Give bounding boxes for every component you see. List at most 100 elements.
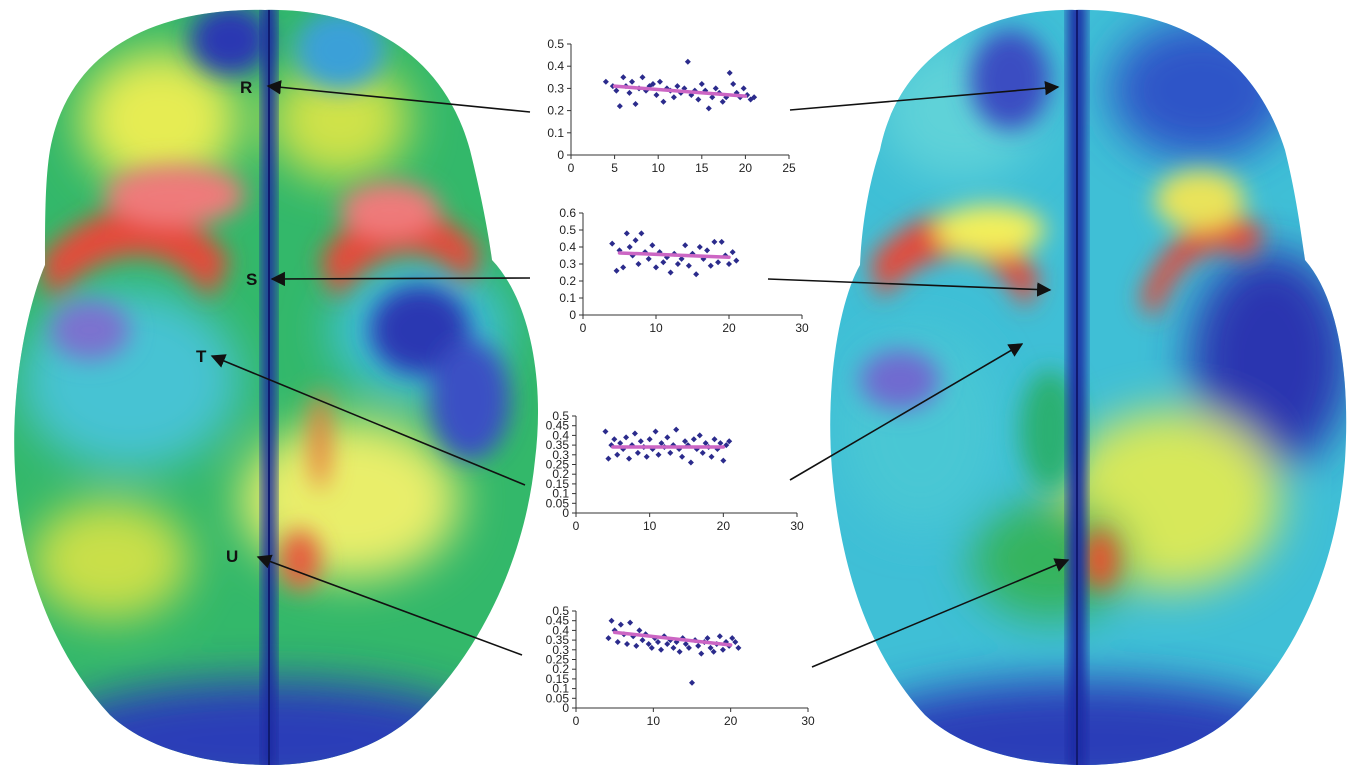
y-tick-label: 0.25 — [546, 653, 570, 667]
scatter-point — [617, 440, 624, 447]
scatter-point — [646, 436, 653, 443]
scatter-point — [711, 238, 718, 245]
scatter-point — [620, 264, 627, 271]
y-tick-label: 0.05 — [546, 496, 570, 510]
arrow-s-right — [767, 278, 1052, 297]
arrow-u-left — [256, 554, 523, 656]
scatter-point — [707, 644, 714, 651]
left-brain-map — [14, 9, 539, 766]
y-tick-label: 0.3 — [559, 257, 576, 271]
scatter-point — [634, 449, 641, 456]
scatter-point — [735, 644, 742, 651]
scatter-point — [718, 238, 725, 245]
scatter-point — [608, 617, 615, 624]
x-tick-label: 0 — [568, 161, 575, 175]
scatter-point — [698, 650, 705, 657]
scatter-point — [649, 80, 656, 87]
y-tick-label: 0.05 — [546, 691, 570, 705]
scatter-point — [674, 83, 681, 90]
y-tick-label: 0.3 — [552, 643, 569, 657]
y-tick-label: 0.3 — [547, 81, 564, 95]
scatter-point — [716, 633, 723, 640]
scatter-plot-s: 0 10 20 30 0 0.1 0.2 0.3 0.4 0.5 0.6 — [559, 206, 809, 335]
scatter-plot-r: 0 5 10 15 20 25 0 0.1 0.2 0.3 0.4 0.5 — [547, 37, 796, 175]
scatter-point — [643, 453, 650, 460]
y-tick-label: 0.1 — [552, 487, 569, 501]
scatter-point — [614, 639, 621, 646]
scatter-point — [667, 269, 674, 276]
y-tick-label: 0.1 — [552, 682, 569, 696]
region-label-u: U — [226, 547, 238, 566]
y-tick-label: 0.2 — [559, 274, 576, 288]
scatter-point — [605, 635, 612, 642]
x-tick-label: 10 — [649, 321, 663, 335]
scatter-point — [710, 648, 717, 655]
scatter-point — [705, 105, 712, 112]
scatter-point — [602, 78, 609, 85]
scatter-point — [613, 87, 620, 94]
scatter-point — [726, 69, 733, 76]
y-tick-label: 0.3 — [552, 448, 569, 462]
scatter-point — [685, 262, 692, 269]
scatter-plot-u: 0 10 20 30 00.050.10.150.20.250.30.350.40.45… — [546, 604, 815, 728]
scatter-point — [624, 640, 631, 647]
y-tick-label: 0.1 — [547, 126, 564, 140]
scatter-point — [660, 98, 667, 105]
scatter-plot-t: 0 10 20 30 00.050.10.150.20.250.30.350.40.45… — [546, 409, 804, 533]
scatter-point — [696, 432, 703, 439]
arrow-r-right — [789, 80, 1060, 111]
trend-line — [612, 630, 733, 647]
scatter-point — [637, 438, 644, 445]
y-tick-label: 0.2 — [552, 662, 569, 676]
scatter-point — [711, 436, 718, 443]
region-label-r: R — [240, 78, 252, 97]
scatter-point — [720, 457, 727, 464]
x-tick-label: 30 — [801, 714, 815, 728]
scatter-point — [645, 255, 652, 262]
y-tick-label: 0 — [562, 701, 569, 715]
scatter-point — [678, 255, 685, 262]
y-tick-label: 0.35 — [546, 633, 570, 647]
scatter-point — [664, 434, 671, 441]
y-tick-label: 0.45 — [546, 419, 570, 433]
scatter-point — [682, 640, 689, 647]
region-label-s: S — [246, 270, 257, 289]
scatter-point — [639, 637, 646, 644]
y-tick-label: 0.1 — [559, 291, 576, 305]
scatter-point — [702, 440, 709, 447]
scatter-point — [627, 619, 634, 626]
scatter-point — [655, 451, 662, 458]
scatter-point — [673, 426, 680, 433]
scatter-point — [707, 262, 714, 269]
scatter-point — [633, 642, 640, 649]
scatter-point — [729, 635, 736, 642]
scatter-point — [609, 240, 616, 247]
x-tick-label: 10 — [647, 714, 661, 728]
y-tick-label: 0.5 — [552, 604, 569, 618]
arrow-s-left — [270, 271, 531, 287]
scatter-point — [602, 428, 609, 435]
scatter-point — [658, 440, 665, 447]
scatter-point — [623, 230, 630, 237]
scatter-point — [712, 85, 719, 92]
scatter-point — [682, 438, 689, 445]
scatter-point — [632, 100, 639, 107]
scatter-point — [685, 644, 692, 651]
scatter-point — [695, 96, 702, 103]
scatter-point — [649, 242, 656, 249]
scatter-point — [623, 434, 630, 441]
y-tick-label: 0.4 — [559, 240, 576, 254]
scatter-point — [670, 94, 677, 101]
region-label-t: T — [196, 347, 207, 366]
y-tick-label: 0.5 — [552, 409, 569, 423]
scatter-point — [605, 455, 612, 462]
scatter-point — [614, 451, 621, 458]
scatter-point — [717, 440, 724, 447]
x-tick-label: 30 — [790, 519, 804, 533]
y-tick-label: 0.45 — [546, 614, 570, 628]
scatter-point — [733, 257, 740, 264]
x-tick-label: 0 — [573, 519, 580, 533]
scatter-point — [629, 78, 636, 85]
y-tick-label: 0 — [562, 506, 569, 520]
x-tick-label: 25 — [782, 161, 796, 175]
